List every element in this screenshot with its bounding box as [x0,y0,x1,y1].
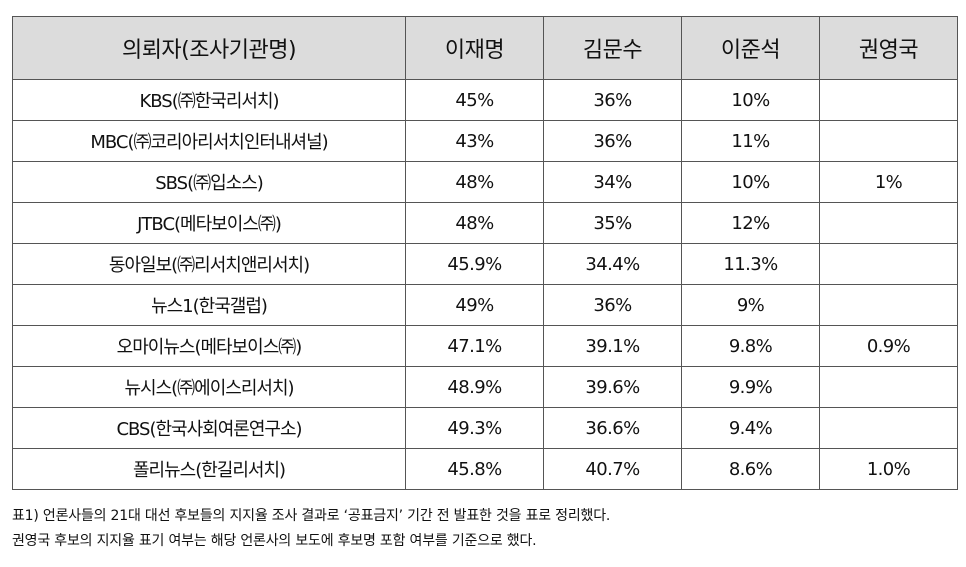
value-cell: 48% [405,202,544,244]
header-candidate-kim-moonsoo: 김문수 [543,16,682,80]
header-pollster: 의뢰자(조사기관명) [12,16,406,80]
table-header-row: 의뢰자(조사기관명) 이재명 김문수 이준석 권영국 [12,16,958,80]
value-cell: 36% [543,79,682,121]
table-row: SBS(㈜입소스) 48% 34% 10% 1% [12,161,958,203]
value-cell: 9% [681,284,820,326]
value-cell: 48% [405,161,544,203]
value-cell: 45.9% [405,243,544,285]
table-row: 동아일보(㈜리서치앤리서치) 45.9% 34.4% 11.3% [12,243,958,285]
value-cell [819,284,958,326]
value-cell: 9.4% [681,407,820,449]
value-cell: 49.3% [405,407,544,449]
pollster-cell: SBS(㈜입소스) [12,161,406,203]
value-cell: 9.9% [681,366,820,408]
table-row: 폴리뉴스(한길리서치) 45.8% 40.7% 8.6% 1.0% [12,448,958,490]
value-cell [819,407,958,449]
value-cell: 10% [681,161,820,203]
value-cell: 47.1% [405,325,544,367]
value-cell: 45% [405,79,544,121]
pollster-cell: 동아일보(㈜리서치앤리서치) [12,243,406,285]
pollster-cell: JTBC(메타보이스㈜) [12,202,406,244]
pollster-cell: 오마이뉴스(메타보이스㈜) [12,325,406,367]
value-cell: 34% [543,161,682,203]
poll-results-table: 의뢰자(조사기관명) 이재명 김문수 이준석 권영국 KBS(㈜한국리서치) 4… [12,16,958,490]
table-caption: 표1) 언론사들의 21대 대선 후보들의 지지율 조사 결과로 ‘공표금지’ … [12,504,958,554]
value-cell: 45.8% [405,448,544,490]
header-candidate-lee-junseok: 이준석 [681,16,820,80]
value-cell: 1% [819,161,958,203]
caption-line-2: 권영국 후보의 지지율 표기 여부는 해당 언론사의 보도에 후보명 포함 여부… [12,533,537,549]
table-row: KBS(㈜한국리서치) 45% 36% 10% [12,79,958,121]
value-cell: 39.6% [543,366,682,408]
table-row: 뉴시스(㈜에이스리서치) 48.9% 39.6% 9.9% [12,366,958,408]
value-cell [819,243,958,285]
table-row: 뉴스1(한국갤럽) 49% 36% 9% [12,284,958,326]
value-cell: 43% [405,120,544,162]
value-cell: 39.1% [543,325,682,367]
table-row: JTBC(메타보이스㈜) 48% 35% 12% [12,202,958,244]
table-row: CBS(한국사회여론연구소) 49.3% 36.6% 9.4% [12,407,958,449]
value-cell: 36% [543,284,682,326]
value-cell: 40.7% [543,448,682,490]
value-cell: 0.9% [819,325,958,367]
value-cell [819,202,958,244]
value-cell: 35% [543,202,682,244]
value-cell: 11% [681,120,820,162]
value-cell: 48.9% [405,366,544,408]
value-cell [819,366,958,408]
value-cell: 36.6% [543,407,682,449]
value-cell: 9.8% [681,325,820,367]
pollster-cell: 폴리뉴스(한길리서치) [12,448,406,490]
table-row: 오마이뉴스(메타보이스㈜) 47.1% 39.1% 9.8% 0.9% [12,325,958,367]
value-cell: 8.6% [681,448,820,490]
header-candidate-lee-jaemyung: 이재명 [405,16,544,80]
caption-line-1: 표1) 언론사들의 21대 대선 후보들의 지지율 조사 결과로 ‘공표금지’ … [12,508,611,524]
pollster-cell: KBS(㈜한국리서치) [12,79,406,121]
value-cell: 12% [681,202,820,244]
value-cell: 36% [543,120,682,162]
value-cell: 11.3% [681,243,820,285]
pollster-cell: 뉴시스(㈜에이스리서치) [12,366,406,408]
table-row: MBC(㈜코리아리서치인터내셔널) 43% 36% 11% [12,120,958,162]
value-cell [819,120,958,162]
pollster-cell: 뉴스1(한국갤럽) [12,284,406,326]
pollster-cell: CBS(한국사회여론연구소) [12,407,406,449]
value-cell: 10% [681,79,820,121]
header-candidate-kwon-youngguk: 권영국 [819,16,958,80]
value-cell: 49% [405,284,544,326]
value-cell: 1.0% [819,448,958,490]
pollster-cell: MBC(㈜코리아리서치인터내셔널) [12,120,406,162]
value-cell [819,79,958,121]
value-cell: 34.4% [543,243,682,285]
